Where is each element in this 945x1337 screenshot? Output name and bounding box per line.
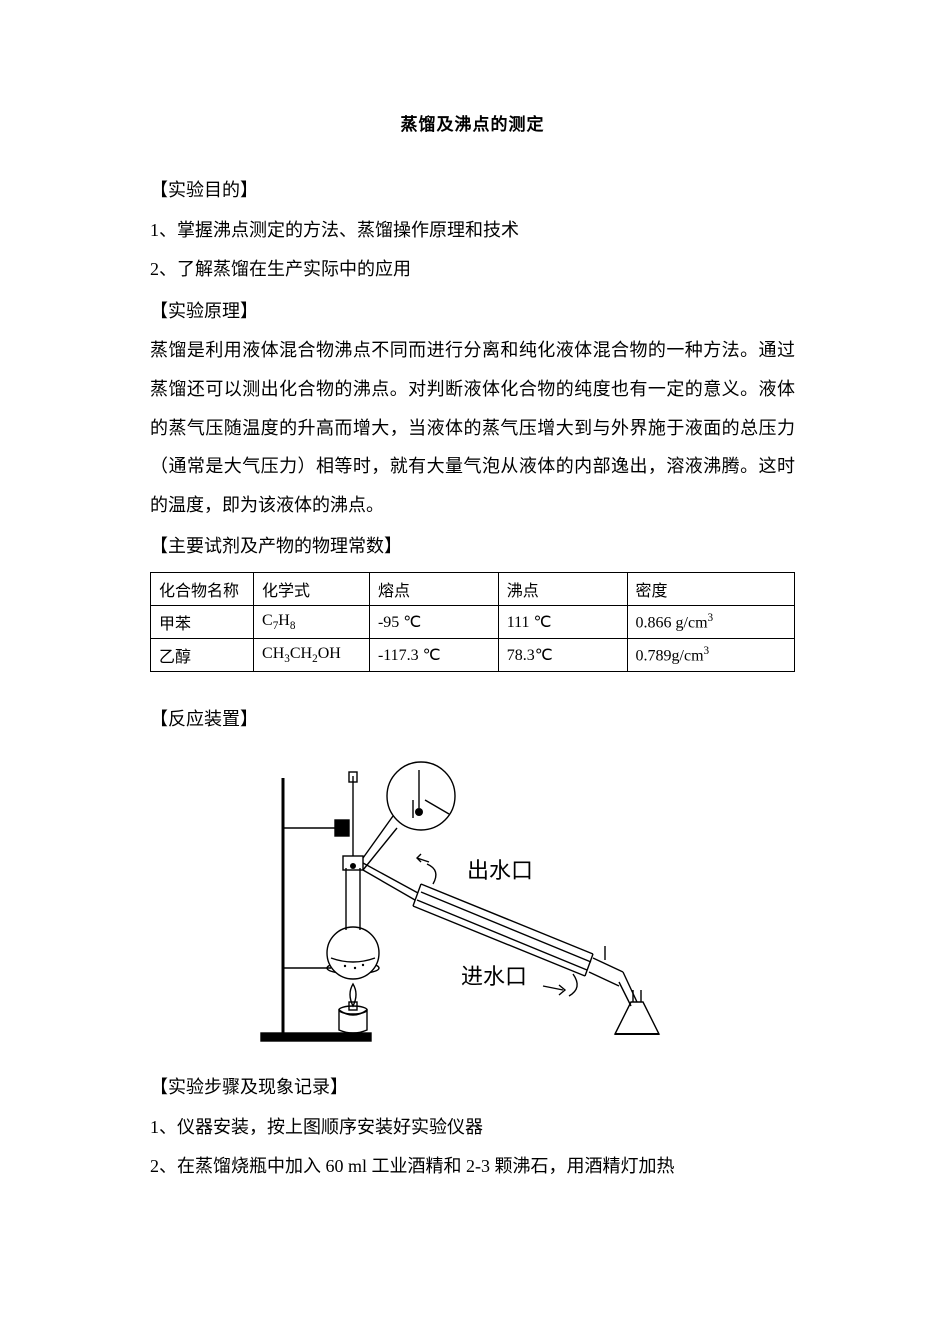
formula-cell: C7H8	[254, 606, 370, 639]
adapter-bottom-icon	[589, 972, 619, 986]
density-cell: 0.866 g/cm3	[627, 606, 794, 639]
drop-tube-right-icon	[623, 972, 637, 1002]
compound-name-cell: 甲苯	[151, 606, 254, 639]
condenser-inner-bottom-icon	[417, 900, 587, 970]
boiling-chip-icon	[353, 967, 355, 969]
round-bottom-flask-icon	[327, 927, 379, 979]
melting-point-cell: -117.3 ℃	[369, 639, 498, 672]
flame-icon	[350, 984, 356, 1006]
condenser-inner-top-icon	[421, 892, 591, 962]
table-row: 乙醇CH3CH2OH-117.3 ℃78.3℃0.789g/cm3	[151, 639, 795, 672]
boiling-point-cell: 111 ℃	[498, 606, 627, 639]
magnifier-sidearm-icon	[425, 800, 449, 814]
lab-report-page: 蒸馏及沸点的测定 【实验目的】 1、掌握沸点测定的方法、蒸馏操作原理和技术 2、…	[0, 0, 945, 1337]
boiling-chip-icon	[361, 964, 363, 966]
magnifier-therm-bulb-icon	[415, 808, 423, 816]
table-header-cell: 化合物名称	[151, 573, 254, 606]
document-title: 蒸馏及沸点的测定	[150, 110, 795, 135]
table-body: 化合物名称化学式熔点沸点密度甲苯C7H8-95 ℃111 ℃0.866 g/cm…	[151, 573, 795, 672]
label-water-inlet: 进水口	[461, 964, 527, 989]
erlenmeyer-flask-icon	[615, 1002, 659, 1034]
physical-constants-table: 化合物名称化学式熔点沸点密度甲苯C7H8-95 ℃111 ℃0.866 g/cm…	[150, 572, 795, 672]
table-header-cell: 熔点	[369, 573, 498, 606]
melting-point-cell: -95 ℃	[369, 606, 498, 639]
compound-name-cell: 乙醇	[151, 639, 254, 672]
boiling-point-cell: 78.3℃	[498, 639, 627, 672]
side-arm-lower-icon	[363, 870, 415, 900]
density-cell: 0.789g/cm3	[627, 639, 794, 672]
thermometer-bulb-icon	[350, 863, 356, 869]
distillation-apparatus-diagram: 出水口 进水口	[243, 758, 703, 1058]
table-header-cell: 密度	[627, 573, 794, 606]
water-inlet-tube-icon	[569, 974, 577, 996]
step-item: 2、在蒸馏烧瓶中加入 60 ml 工业酒精和 2-3 颗沸石，用酒精灯加热	[150, 1147, 795, 1187]
section-steps-heading: 【实验步骤及现象记录】	[150, 1068, 795, 1108]
water-outlet-tube-icon	[427, 864, 436, 884]
objective-item: 2、了解蒸馏在生产实际中的应用	[150, 250, 795, 290]
step-item: 1、仪器安装，按上图顺序安装好实验仪器	[150, 1108, 795, 1148]
boiling-chip-icon	[343, 965, 345, 967]
objective-item: 1、掌握沸点测定的方法、蒸馏操作原理和技术	[150, 211, 795, 251]
adapter-top-icon	[593, 958, 623, 972]
condenser-jacket-top-icon	[421, 884, 593, 954]
section-objective-heading: 【实验目的】	[150, 171, 795, 211]
magnifier-circle-icon	[387, 762, 455, 830]
formula-cell: CH3CH2OH	[254, 639, 370, 672]
principle-paragraph: 蒸馏是利用液体混合物沸点不同而进行分离和纯化液体混合物的一种方法。通过蒸馏还可以…	[150, 331, 795, 524]
section-constants-heading: 【主要试剂及产物的物理常数】	[150, 527, 795, 567]
table-row: 甲苯C7H8-95 ℃111 ℃0.866 g/cm3	[151, 606, 795, 639]
section-apparatus-heading: 【反应装置】	[150, 700, 795, 740]
table-header-row: 化合物名称化学式熔点沸点密度	[151, 573, 795, 606]
table-header-cell: 化学式	[254, 573, 370, 606]
table-header-cell: 沸点	[498, 573, 627, 606]
section-principle-heading: 【实验原理】	[150, 292, 795, 332]
stand-base-icon	[261, 1033, 371, 1041]
label-water-outlet: 出水口	[467, 858, 533, 883]
condenser-end-left-icon	[413, 884, 421, 906]
side-arm-icon	[363, 863, 418, 893]
apparatus-diagram-container: 出水口 进水口	[150, 758, 795, 1058]
